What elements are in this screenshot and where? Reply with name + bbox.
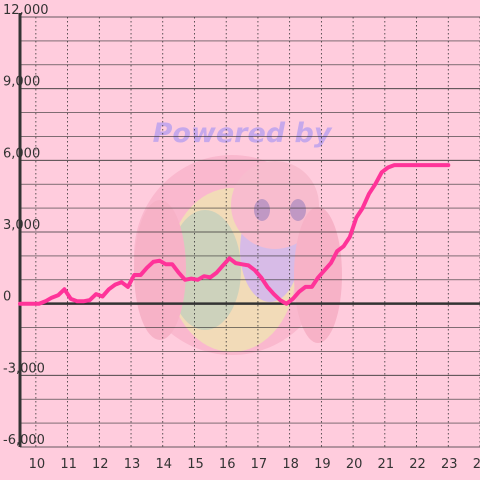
series-group	[18, 163, 451, 306]
x-tick-label: 16	[219, 457, 236, 472]
watermark-text: Powered by	[153, 118, 333, 149]
x-tick-label: 10	[29, 457, 46, 472]
y-tick-label: 0	[3, 290, 11, 305]
x-tick-label: 13	[124, 457, 141, 472]
y-tick-label: -6,000	[3, 433, 45, 448]
x-tick-label: 14	[155, 457, 172, 472]
x-tick-label: 18	[282, 457, 299, 472]
y-tick-labels: -6,000 -3,000 0 3,000 6,000 9,000 12,000	[3, 3, 49, 448]
y-tick-label: 12,000	[3, 3, 49, 18]
y-tick-label: 6,000	[3, 146, 40, 161]
x-tick-label: 23	[441, 457, 458, 472]
x-tick-labels: 10 11 12 13 14 15 16 17 18 19 20 21 22 23 24	[29, 457, 480, 472]
x-tick-label: 15	[187, 457, 204, 472]
x-tick-label: 24	[473, 457, 480, 472]
y-tick-label: -3,000	[3, 361, 45, 376]
x-tick-label: 11	[60, 457, 77, 472]
y-tick-label: 9,000	[3, 75, 40, 90]
series-line	[18, 163, 451, 306]
x-tick-label: 21	[378, 457, 395, 472]
x-tick-label: 19	[314, 457, 331, 472]
watermark-mascot	[134, 155, 342, 355]
x-tick-label: 22	[409, 457, 426, 472]
axes	[18, 13, 480, 447]
x-tick-label: 20	[346, 457, 363, 472]
x-tick-label: 17	[251, 457, 268, 472]
x-tick-label: 12	[92, 457, 109, 472]
horizontal-gridlines	[20, 16, 480, 448]
y-tick-label: 3,000	[3, 218, 40, 233]
